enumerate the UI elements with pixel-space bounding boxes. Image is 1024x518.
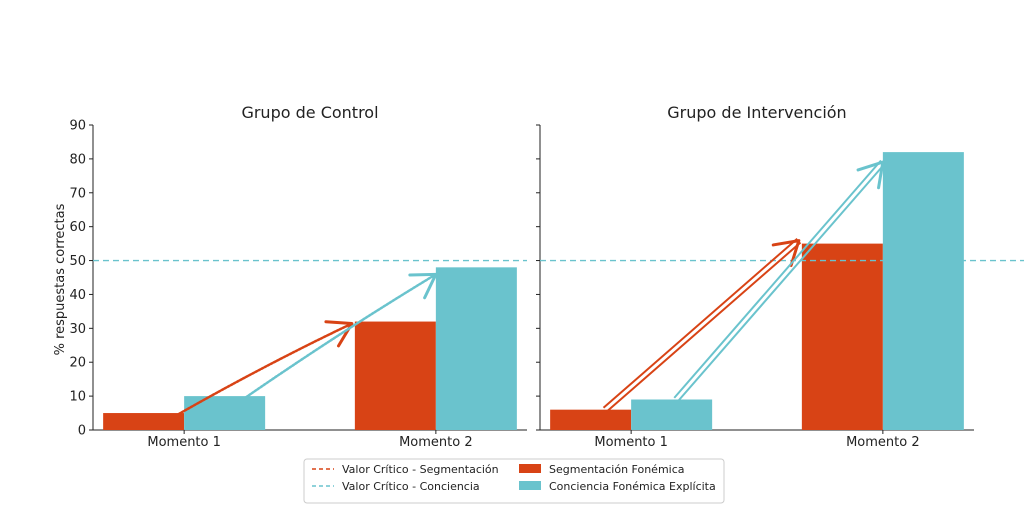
trend-arrow-line [606, 241, 802, 413]
chart-panel-2: Grupo de Intervención Momento 1 Momento 2 [536, 103, 1024, 450]
x-tick-label: Momento 2 [399, 435, 473, 450]
y-tick-label: 0 [78, 424, 86, 439]
bar-segmentacion-1 [103, 413, 185, 430]
trend-arrow-head [324, 320, 354, 348]
bar-segmentacion-1 [550, 409, 632, 430]
y-tick-label: 20 [69, 356, 86, 371]
x-tick-label: Momento 2 [846, 435, 920, 450]
y-tick-label: 10 [69, 390, 86, 405]
y-axis-label: % respuestas correctas [53, 203, 68, 355]
y-tick-label: 70 [69, 186, 86, 201]
trend-arrow-line [602, 237, 798, 409]
chart-panel-1: Grupo de Control 0 10 20 30 40 50 60 70 80 90 % res… [53, 103, 527, 450]
trend-arrow-line [177, 322, 354, 416]
trend-arrow-line [673, 159, 882, 399]
chart-title: Grupo de Intervención [667, 103, 846, 122]
trend-arrow-head [771, 239, 801, 267]
y-tick-label: 50 [69, 254, 86, 269]
y-tick-label: 40 [69, 288, 86, 303]
legend-frame [303, 458, 725, 504]
y-tick-label: 60 [69, 220, 86, 235]
y-tick-label: 30 [69, 322, 86, 337]
legend-label: Valor Crítico - Conciencia [342, 480, 480, 493]
chart-title: Grupo de Control [241, 103, 378, 122]
trend-arrow-line [677, 163, 886, 402]
bar-segmentacion-2 [801, 243, 883, 430]
trend-arrow-head [856, 160, 885, 190]
legend-label: Segmentación Fonémica [549, 463, 685, 476]
y-tick-label: 90 [69, 119, 86, 134]
trend-arrow-line [244, 273, 438, 399]
x-tick-label: Momento 1 [147, 435, 221, 450]
chart-legend: Valor Crítico - Segmentación Valor Crític… [303, 458, 725, 504]
bar-conciencia-1 [184, 396, 266, 430]
legend-label: Valor Crítico - Segmentación [342, 463, 499, 476]
bar-conciencia-1 [631, 399, 713, 430]
legend-swatch-box [519, 481, 541, 490]
x-tick-label: Momento 1 [594, 435, 668, 450]
bar-segmentacion-2 [354, 321, 436, 430]
trend-arrow-head [408, 272, 438, 300]
bar-conciencia-2 [882, 152, 964, 430]
legend-swatch-box [519, 464, 541, 473]
legend-label: Conciencia Fonémica Explícita [549, 480, 716, 493]
bar-conciencia-2 [435, 267, 517, 430]
y-tick-label: 80 [69, 152, 86, 167]
